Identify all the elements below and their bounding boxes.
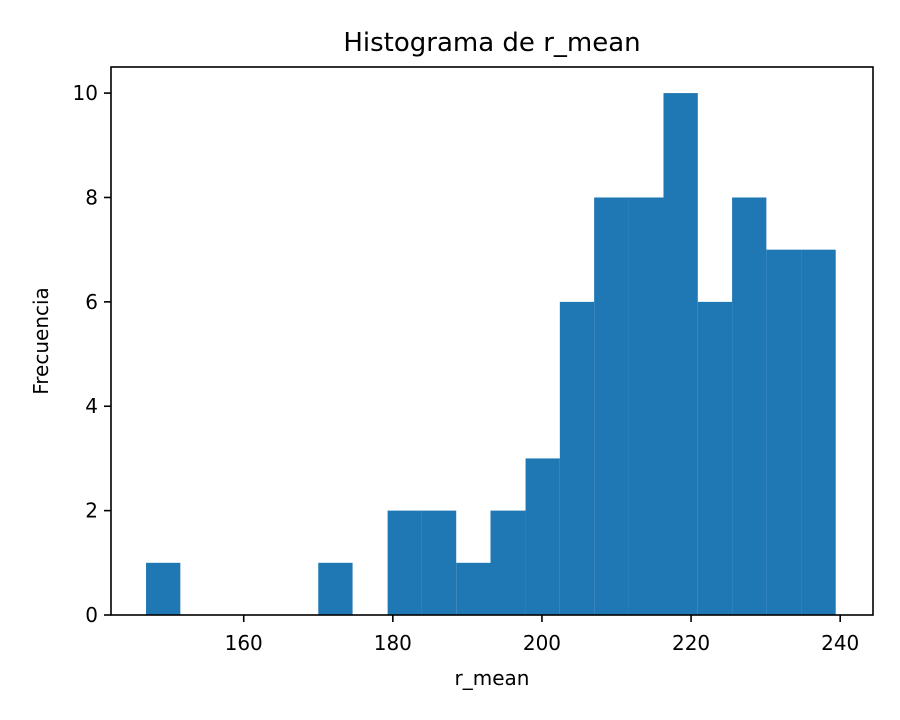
- y-tick-label: 0: [85, 603, 98, 627]
- histogram-bar-17: [732, 197, 767, 615]
- histogram-bar-14: [628, 197, 664, 615]
- histogram-bar-7: [387, 510, 422, 615]
- y-tick-label: 10: [73, 81, 98, 105]
- x-tick-label: 240: [821, 631, 859, 655]
- histogram-bar-16: [697, 301, 733, 615]
- histogram-bar-19: [801, 249, 836, 615]
- histogram-bar-11: [525, 458, 560, 615]
- y-axis-label: Frecuencia: [29, 287, 53, 395]
- x-tick-label: 160: [225, 631, 263, 655]
- x-axis-ticks: 160 180 200 220 240: [225, 615, 859, 655]
- histogram-bar-5: [318, 562, 353, 615]
- histogram-bar-10: [490, 510, 526, 615]
- histogram-bar-18: [766, 249, 802, 615]
- x-axis-label: r_mean: [455, 666, 530, 690]
- y-tick-label: 8: [85, 185, 98, 209]
- histogram-bar-9: [456, 562, 491, 615]
- histogram-bar-13: [594, 197, 629, 615]
- plot-frame: [110, 66, 874, 616]
- y-tick-label: 6: [85, 290, 98, 314]
- x-tick-label: 220: [672, 631, 710, 655]
- y-axis-ticks: 0 2 4 6 8 10: [73, 81, 111, 627]
- bars-group: [146, 93, 836, 616]
- x-tick-label: 200: [523, 631, 561, 655]
- histogram-bar-12: [559, 301, 595, 615]
- histogram-bar-0: [146, 562, 181, 615]
- x-tick-label: 180: [374, 631, 412, 655]
- histogram-bar-8: [421, 510, 457, 615]
- histogram-bar-15: [663, 93, 698, 616]
- y-tick-label: 4: [85, 394, 98, 418]
- chart-title: Histograma de r_mean: [343, 28, 640, 58]
- y-tick-label: 2: [85, 499, 98, 523]
